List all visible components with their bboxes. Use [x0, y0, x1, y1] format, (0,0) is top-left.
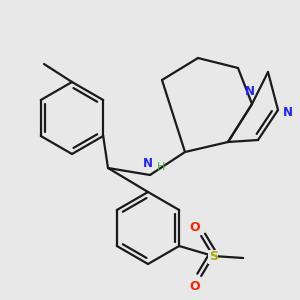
Text: O: O: [190, 221, 200, 234]
Text: S: S: [209, 250, 218, 263]
Text: H: H: [157, 162, 165, 172]
Text: O: O: [190, 280, 200, 293]
Text: N: N: [283, 106, 293, 118]
Text: N: N: [143, 157, 153, 170]
Text: N: N: [245, 85, 255, 98]
